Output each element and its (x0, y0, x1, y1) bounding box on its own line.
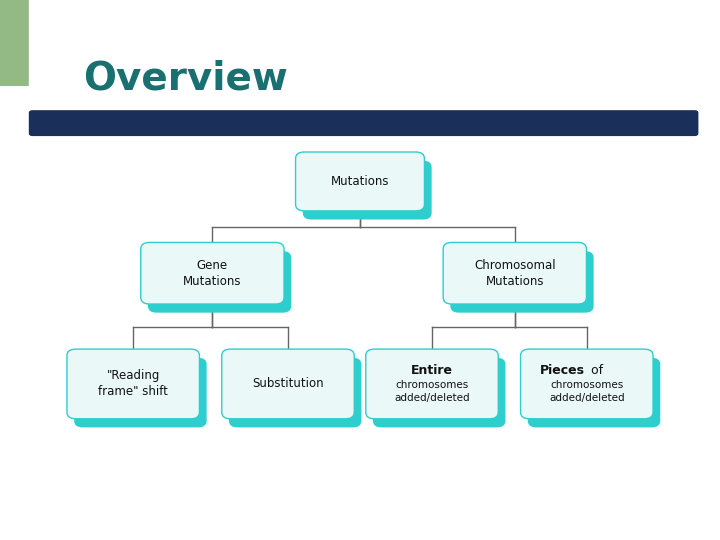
FancyBboxPatch shape (148, 251, 291, 313)
Text: chromosomes
added/deleted: chromosomes added/deleted (549, 380, 625, 403)
Text: Mutations: Mutations (330, 175, 390, 188)
Text: Overview: Overview (83, 59, 287, 97)
FancyBboxPatch shape (229, 358, 361, 428)
FancyBboxPatch shape (141, 242, 284, 304)
Text: Substitution: Substitution (252, 377, 324, 390)
FancyBboxPatch shape (373, 358, 505, 428)
FancyBboxPatch shape (29, 0, 209, 132)
FancyBboxPatch shape (366, 349, 498, 419)
Text: Pieces: Pieces (540, 364, 585, 377)
FancyBboxPatch shape (29, 110, 698, 136)
Text: Chromosomal
Mutations: Chromosomal Mutations (474, 259, 556, 288)
Text: "Reading
frame" shift: "Reading frame" shift (98, 369, 168, 399)
Text: chromosomes
added/deleted: chromosomes added/deleted (394, 380, 470, 403)
Text: Entire: Entire (411, 364, 453, 377)
FancyBboxPatch shape (521, 349, 653, 419)
Text: of: of (587, 364, 603, 377)
FancyBboxPatch shape (74, 358, 207, 428)
FancyBboxPatch shape (302, 160, 431, 219)
FancyBboxPatch shape (528, 358, 660, 428)
FancyBboxPatch shape (443, 242, 586, 304)
Text: Gene
Mutations: Gene Mutations (183, 259, 242, 288)
FancyBboxPatch shape (0, 0, 104, 86)
FancyBboxPatch shape (296, 152, 424, 211)
FancyBboxPatch shape (451, 251, 593, 313)
FancyBboxPatch shape (67, 349, 199, 419)
FancyBboxPatch shape (222, 349, 354, 419)
